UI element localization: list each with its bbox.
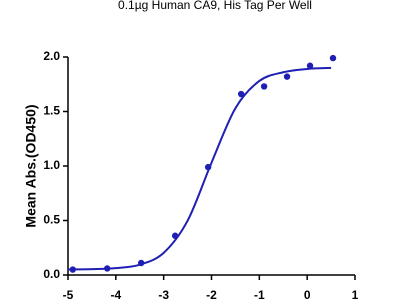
y-tick-label: 0.0 xyxy=(43,267,60,281)
data-point xyxy=(237,90,245,98)
data-point xyxy=(283,73,291,80)
y-axis-label: Mean Abs.(OD450) xyxy=(23,104,39,227)
y-tick-label: 0.5 xyxy=(43,213,60,227)
chart-title: 0.1µg Human CA9, His Tag Per Well xyxy=(118,0,312,12)
y-tick-label: 1.5 xyxy=(43,104,60,118)
x-tick-label: -5 xyxy=(63,288,74,300)
y-tick-label: 1.0 xyxy=(43,158,60,172)
x-tick-label: -2 xyxy=(206,288,217,300)
fit-curve xyxy=(67,66,332,271)
x-tick-label: -1 xyxy=(254,288,265,300)
x-tick-label: -4 xyxy=(110,288,121,300)
data-point xyxy=(306,62,314,69)
y-tick-label: 2.0 xyxy=(43,49,60,63)
data-point xyxy=(260,83,268,90)
x-tick-label: 0 xyxy=(304,288,311,300)
x-tick-label: -3 xyxy=(158,288,169,300)
x-tick-label: 1 xyxy=(352,288,359,300)
data-point xyxy=(329,54,337,62)
